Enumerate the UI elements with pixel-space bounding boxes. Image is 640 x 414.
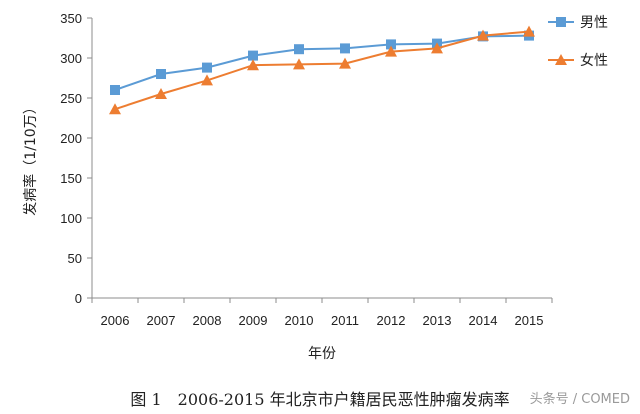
x-tick-label: 2006 <box>101 313 130 328</box>
y-tick-label: 0 <box>75 291 82 306</box>
data-point <box>339 57 351 69</box>
data-point <box>431 42 443 54</box>
data-point <box>202 62 212 73</box>
legend-label: 男性 <box>580 15 608 31</box>
series-line-1 <box>114 30 530 111</box>
x-axis-label: 年份 <box>308 346 336 362</box>
data-point <box>293 58 305 70</box>
watermark: 头条号 / COMED <box>529 392 630 407</box>
data-point <box>477 29 489 41</box>
legend-marker <box>555 54 567 65</box>
x-tick-label: 2014 <box>469 313 498 328</box>
figure-caption: 图 1 2006-2015 年北京市户籍居民恶性肿瘤发病率 <box>130 390 510 409</box>
data-point <box>386 39 396 50</box>
y-tick-label: 100 <box>60 211 82 226</box>
y-tick-label: 200 <box>60 131 82 146</box>
x-tick-label: 2013 <box>423 313 452 328</box>
legend-label: 女性 <box>580 52 608 69</box>
data-point <box>294 44 304 55</box>
series-layer <box>109 25 535 115</box>
x-tick-label: 2012 <box>377 313 406 328</box>
data-point <box>156 69 166 79</box>
x-tick-label: 2008 <box>193 313 222 328</box>
axes <box>87 17 553 303</box>
data-point <box>109 103 121 115</box>
data-point <box>155 88 167 99</box>
x-tick-label: 2011 <box>331 313 359 328</box>
y-tick-label: 150 <box>60 171 82 186</box>
data-point <box>247 59 259 71</box>
x-tick-label: 2010 <box>285 313 314 328</box>
data-point <box>110 85 120 95</box>
y-axis-label: 发病率（1/10万） <box>22 100 39 215</box>
x-tick-labels: 2006 2007 2008 2009 2010 2011 2012 2013 2014 2015 <box>101 313 544 328</box>
data-point <box>385 45 397 57</box>
x-tick-label: 2015 <box>515 313 544 328</box>
series-line-0 <box>114 34 530 91</box>
y-tick-label: 250 <box>60 91 82 106</box>
y-tick-label: 350 <box>60 11 82 26</box>
data-point <box>523 25 535 37</box>
data-point <box>340 43 350 54</box>
data-point <box>201 74 213 86</box>
x-tick-label: 2009 <box>239 313 268 328</box>
legend-marker <box>556 17 566 27</box>
data-point <box>248 50 258 61</box>
x-tick-label: 2007 <box>147 313 176 328</box>
y-tick-label: 300 <box>60 51 82 66</box>
y-tick-labels: 0 50 100 150 200 250 300 350 <box>60 11 82 306</box>
y-tick-label: 50 <box>68 251 82 266</box>
